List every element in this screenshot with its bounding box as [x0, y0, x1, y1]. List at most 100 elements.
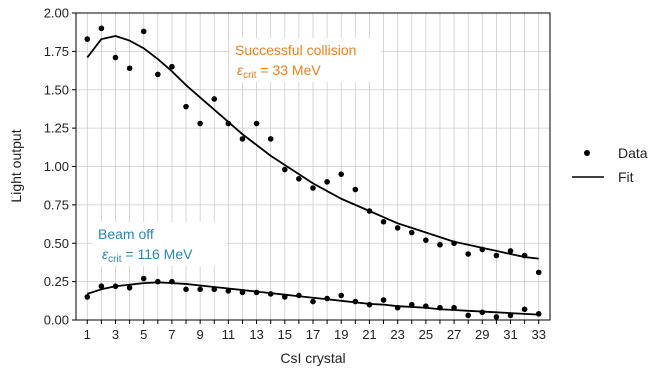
collision-data-point — [183, 103, 189, 110]
collision-data-point — [338, 171, 345, 177]
collision-data-point — [366, 208, 373, 214]
collision-fit-line — [86, 35, 539, 260]
beam-off-data-point — [140, 275, 147, 282]
beam-off-annotation-bg — [92, 222, 226, 266]
beam-off-data-point — [437, 304, 443, 311]
collision-data-point — [211, 96, 218, 102]
x-tick-label: 25 — [419, 327, 433, 342]
x-tick-label: 15 — [278, 327, 292, 342]
collision-data-point — [296, 175, 302, 182]
collision-data-point — [465, 251, 471, 257]
y-tick-label: 0.50 — [44, 236, 69, 251]
beam-off-data-point — [521, 306, 528, 313]
collision-data-point — [197, 120, 203, 127]
collision-data-point — [423, 237, 429, 243]
collision-data-point — [169, 63, 175, 70]
x-tick-label: 33 — [531, 327, 545, 342]
x-tick-label: 3 — [112, 327, 119, 342]
beam-off-annotation-title: Beam off — [98, 226, 154, 242]
beam-off-annotation-ecrit: εcrit = 116 MeV — [102, 246, 193, 265]
beam-off-data-point — [479, 309, 486, 316]
x-tick-label: 31 — [503, 327, 517, 342]
x-tick-label: 21 — [362, 327, 376, 342]
y-tick-label: 0.75 — [44, 197, 69, 212]
collision-data-point — [451, 240, 457, 247]
beam-off-data-point — [535, 311, 542, 317]
x-tick-label: 5 — [140, 327, 147, 342]
x-tick-label: 9 — [197, 327, 204, 342]
beam-off-data-point — [281, 294, 288, 300]
beam-off-data-point — [451, 304, 457, 311]
beam-off-data-point — [493, 314, 500, 320]
x-tick-label: 29 — [475, 327, 489, 342]
beam-off-data-point — [253, 289, 260, 296]
beam-off-data-point — [352, 298, 359, 305]
collision-data-point — [479, 246, 486, 253]
y-tick-label: 1.50 — [44, 82, 69, 97]
beam-off-data-point — [155, 278, 161, 285]
y-tick-label: 2.00 — [44, 6, 69, 21]
collision-data-point — [140, 28, 147, 35]
y-tick-label: 0.00 — [44, 313, 69, 328]
beam-off-data-point — [239, 289, 246, 296]
beam-off-data-point — [423, 303, 429, 309]
x-tick-label: 17 — [306, 327, 320, 342]
collision-annotation-ecrit: εcrit = 33 MeV — [237, 62, 321, 81]
beam-off-data-point — [465, 312, 471, 319]
collision-data-point — [126, 65, 133, 72]
collision-data-point — [437, 241, 443, 248]
beam-off-data-point — [183, 286, 189, 293]
legend-fit-label: Fit — [618, 169, 634, 185]
collision-data-point — [408, 229, 415, 236]
x-tick-label: 19 — [334, 327, 348, 342]
beam-off-data-point — [394, 304, 401, 311]
beam-off-data-point — [310, 298, 316, 305]
x-axis: 1 3 5 7 9 11 13 15 17 19 21 23 25 27 29 31 33 — [84, 320, 546, 342]
y-axis-label: Light output — [8, 129, 24, 202]
beam-off-data-point — [267, 291, 274, 297]
collision-data-point — [239, 136, 246, 142]
x-tick-label: 7 — [168, 327, 175, 342]
beam-off-data-point — [380, 297, 387, 303]
beam-off-data-point — [366, 301, 373, 308]
legend-data-label: Data — [618, 145, 648, 161]
beam-off-data-point — [197, 286, 203, 293]
y-tick-label: 1.00 — [44, 159, 69, 174]
x-tick-label: 1 — [84, 327, 91, 342]
collision-data-point — [98, 25, 105, 32]
collision-data-point — [380, 218, 387, 225]
beam-off-data-point — [211, 286, 218, 293]
collision-data-point — [324, 179, 330, 185]
collision-data-point — [521, 252, 528, 259]
beam-off-data-point — [225, 288, 232, 294]
beam-off-data-point — [112, 283, 119, 290]
collision-data-point — [225, 120, 232, 127]
x-axis-label: CsI crystal — [280, 350, 345, 366]
y-axis: 0.00 0.25 0.50 0.75 1.00 1.25 1.50 1.75 2.00 — [44, 6, 76, 328]
beam-off-data-point — [408, 301, 415, 308]
beam-off-data-point — [169, 278, 175, 285]
legend-data-marker — [584, 150, 590, 156]
collision-data-point — [310, 185, 316, 191]
data-points — [84, 25, 542, 320]
collision-annotation-title: Successful collision — [235, 42, 356, 58]
x-tick-label: 11 — [222, 327, 236, 342]
collision-data-point — [352, 186, 359, 193]
x-tick-label: 13 — [249, 327, 263, 342]
beam-off-data-point — [324, 295, 330, 302]
x-tick-label: 23 — [390, 327, 404, 342]
collision-data-point — [267, 136, 274, 142]
beam-off-data-point — [98, 283, 105, 290]
fit-lines — [86, 35, 539, 316]
legend: Data Fit — [572, 145, 648, 185]
collision-data-point — [112, 54, 119, 61]
beam-off-data-point — [507, 312, 514, 319]
collision-data-point — [394, 225, 401, 231]
collision-data-point — [253, 120, 260, 127]
beam-off-fit-line — [87, 281, 539, 316]
beam-off-data-point — [84, 294, 91, 300]
y-tick-label: 1.75 — [44, 44, 69, 59]
beam-off-data-point — [126, 284, 133, 291]
collision-data-point — [535, 269, 542, 276]
